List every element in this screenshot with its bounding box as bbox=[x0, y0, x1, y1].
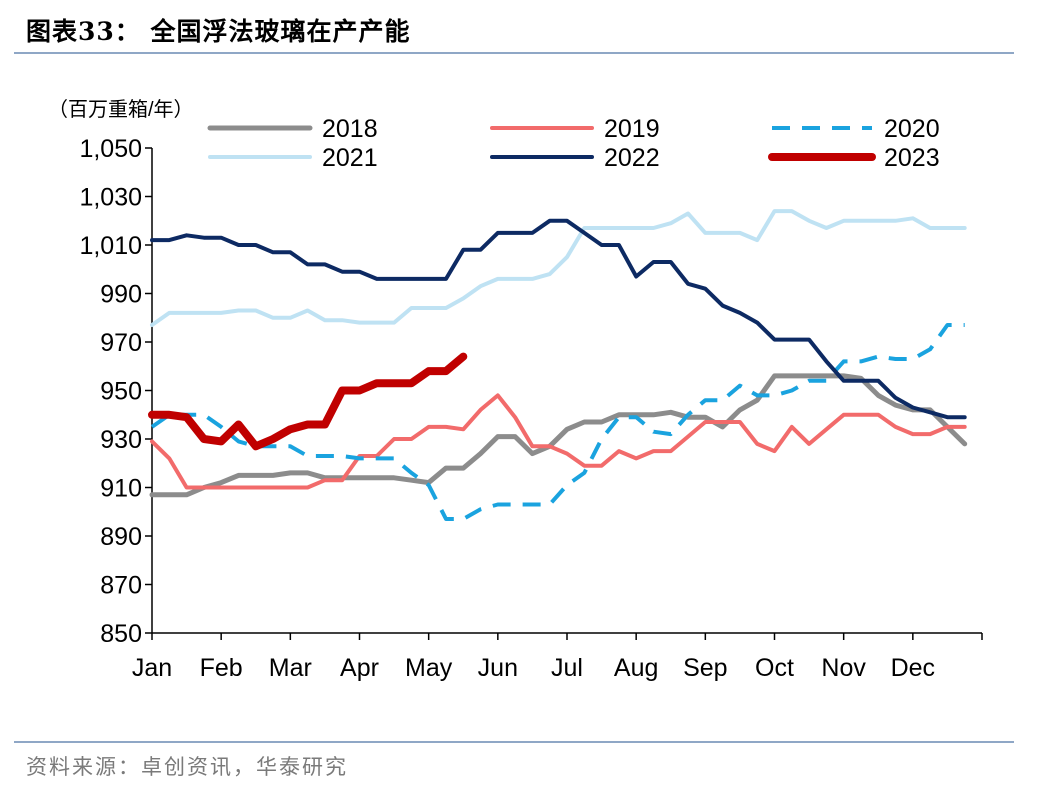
x-tick-label: Apr bbox=[340, 654, 379, 682]
x-tick-label: Jan bbox=[132, 654, 172, 682]
series-line-2023 bbox=[148, 352, 468, 451]
x-tick-label: Sep bbox=[683, 654, 727, 682]
x-tick-label: Jul bbox=[551, 654, 583, 682]
legend-label-2021: 2021 bbox=[322, 144, 378, 172]
legend-label-2023: 2023 bbox=[884, 144, 940, 172]
series-line-2019 bbox=[150, 393, 967, 490]
x-tick-label: Feb bbox=[200, 654, 243, 682]
y-tick-label: 1,030 bbox=[79, 184, 142, 212]
y-tick-label: 970 bbox=[100, 329, 142, 357]
legend-label-2018: 2018 bbox=[322, 115, 378, 143]
series-line-2021 bbox=[150, 209, 967, 327]
x-axis: Jan Feb Mar Apr May Jun Jul Aug Sep Oct Nov Dec bbox=[132, 632, 983, 682]
x-tick-label: Nov bbox=[821, 654, 866, 682]
legend-label-2020: 2020 bbox=[884, 115, 940, 143]
series-lines bbox=[148, 209, 968, 521]
y-tick-label: 850 bbox=[100, 620, 142, 648]
series-line-2020 bbox=[150, 323, 965, 521]
legend-label-2022: 2022 bbox=[604, 144, 660, 172]
chart-title: 图表33： 全国浮法玻璃在产产能 bbox=[26, 17, 411, 46]
y-tick-label: 990 bbox=[100, 281, 142, 309]
series-line-2018 bbox=[149, 373, 968, 498]
x-tick-label: Aug bbox=[614, 654, 658, 682]
y-tick-label: 890 bbox=[100, 523, 142, 551]
x-tick-label: Dec bbox=[891, 654, 935, 682]
x-tick-label: May bbox=[405, 654, 453, 682]
footer-divider bbox=[14, 741, 1014, 743]
y-tick-label: 1,010 bbox=[79, 232, 142, 260]
x-tick-label: Jun bbox=[478, 654, 518, 682]
y-tick-label: 930 bbox=[100, 426, 142, 454]
y-axis: 850 870 890 910 930 950 970 990 1,010 1,030 1,050 bbox=[79, 135, 153, 648]
series-line-2022 bbox=[150, 218, 967, 420]
y-tick-label: 950 bbox=[100, 378, 142, 406]
x-tick-label: Mar bbox=[269, 654, 312, 682]
legend-label-2019: 2019 bbox=[604, 115, 660, 143]
x-tick-label: Oct bbox=[755, 654, 794, 682]
source-note: 资料来源：卓创资讯，华泰研究 bbox=[26, 755, 348, 779]
y-tick-label: 870 bbox=[100, 572, 142, 600]
y-tick-label: 910 bbox=[100, 475, 142, 503]
y-tick-label: 1,050 bbox=[79, 135, 142, 163]
chart-area: （百万重箱/年） 850 870 890 910 930 950 970 990 1,010 1,… bbox=[48, 98, 983, 682]
y-axis-label: （百万重箱/年） bbox=[48, 98, 194, 121]
legend: 2018 2019 2020 2021 2022 2023 bbox=[207, 115, 940, 172]
header-divider bbox=[14, 52, 1014, 54]
